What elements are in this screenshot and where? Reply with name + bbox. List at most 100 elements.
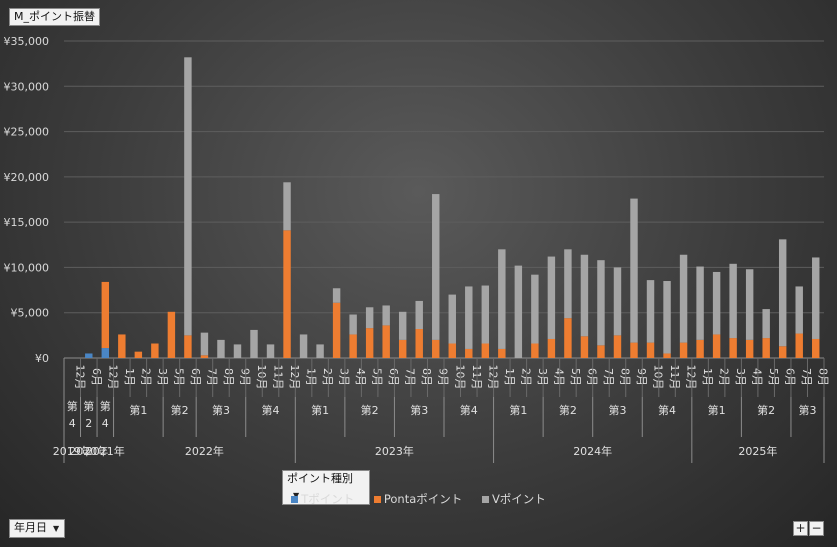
y-tick-label: ¥15,000	[4, 216, 50, 229]
bar-ponta	[679, 342, 688, 358]
bar-ponta	[415, 329, 423, 358]
legend-label-v: Vポイント	[491, 492, 546, 506]
month-label: 10月	[652, 365, 665, 390]
bar-v	[398, 311, 407, 340]
bar-v	[184, 57, 192, 336]
month-label: 3月	[536, 368, 549, 386]
bar-ponta	[184, 335, 192, 358]
bar-v	[762, 309, 770, 339]
quarter-label: 第2	[171, 403, 189, 417]
bar-ponta	[778, 346, 787, 358]
bar-v	[564, 249, 572, 319]
year-label: 2022年	[185, 444, 224, 458]
bar-ponta	[795, 333, 803, 358]
month-label: 6月	[387, 368, 400, 386]
bar-v	[382, 305, 390, 326]
month-label: 1月	[305, 368, 318, 386]
bar-ponta	[283, 230, 291, 358]
bar-ponta	[745, 339, 754, 358]
bar-v	[531, 274, 539, 344]
y-tick-label: ¥30,000	[4, 80, 50, 93]
month-label: 6月	[90, 368, 103, 386]
bar-ponta	[812, 338, 820, 358]
quarter-label: 第3	[212, 403, 230, 417]
month-label: 9月	[238, 368, 251, 386]
year-label: 2025年	[738, 444, 777, 458]
month-label: 6月	[585, 368, 598, 386]
bar-ponta	[332, 302, 341, 358]
quarter-label: 第3	[410, 403, 428, 417]
bar-v	[696, 266, 704, 340]
quarter-label: 第3	[608, 403, 626, 417]
bar-ponta	[448, 343, 456, 358]
bar-v	[448, 294, 456, 344]
bar-ponta	[729, 338, 737, 358]
month-label: 5月	[569, 368, 582, 386]
quarter-label: 第2	[559, 403, 577, 417]
row-field-button[interactable]: 年月日 ▼	[9, 519, 65, 538]
month-label: 9月	[437, 368, 450, 386]
quarter-label: 第2	[361, 403, 379, 417]
bar-v	[580, 254, 589, 337]
minus-icon: −	[811, 521, 822, 535]
bar-ponta	[118, 334, 126, 358]
quarter-label: 第3	[798, 403, 816, 417]
legend-item-t: Tポイント	[291, 491, 354, 507]
bar-ponta	[547, 338, 556, 358]
quarter-label: 第	[83, 399, 94, 413]
month-label: 3月	[338, 368, 351, 386]
bar-ponta	[646, 342, 655, 358]
quarter-label: 第1	[129, 403, 147, 417]
bar-v	[283, 182, 291, 231]
bar-ponta	[465, 348, 473, 358]
y-tick-label: ¥0	[35, 352, 49, 365]
month-label: 1月	[123, 368, 136, 386]
legend: Tポイント Pontaポイント Vポイント	[0, 491, 837, 507]
quarter-label: 第4	[658, 403, 676, 417]
bar-v	[663, 281, 671, 354]
bar-ponta	[630, 342, 638, 358]
month-label: 12月	[486, 365, 499, 390]
bar-v	[812, 257, 820, 339]
year-label: 2023年	[375, 444, 414, 458]
y-tick-label: ¥25,000	[4, 126, 50, 139]
month-label: 2月	[519, 368, 532, 386]
bar-ponta	[531, 343, 539, 358]
bar-v	[613, 267, 622, 336]
month-label: 7月	[404, 368, 417, 386]
bar-v	[679, 254, 688, 343]
bar-ponta	[696, 339, 704, 358]
quarter-label: 第	[100, 399, 111, 413]
month-label: 8月	[222, 368, 235, 386]
bar-v	[299, 334, 308, 358]
quarter-label: 第1	[311, 403, 329, 417]
month-label: 2月	[139, 368, 152, 386]
collapse-button[interactable]: −	[809, 521, 824, 536]
quarter-label: 2	[85, 417, 92, 430]
bar-v	[778, 239, 787, 347]
y-axis-labels: ¥0 ¥5,000 ¥10,000 ¥15,000 ¥20,000 ¥25,000 ¥30,…	[4, 35, 50, 365]
month-label: 10月	[453, 365, 466, 390]
month-label: 4月	[552, 368, 565, 386]
year-label: 2021年	[86, 444, 125, 458]
month-label: 7月	[602, 368, 615, 386]
bar-v	[349, 314, 357, 335]
bar-v	[597, 260, 605, 346]
month-label: 8月	[817, 368, 830, 386]
year-label: 2019年	[53, 444, 92, 458]
dropdown-arrow-icon: ▼	[53, 524, 60, 533]
bar-v	[233, 344, 242, 358]
month-label: 1月	[503, 368, 516, 386]
month-label: 6月	[189, 368, 202, 386]
month-label: 5月	[371, 368, 384, 386]
legend-item-v: Vポイント	[481, 491, 546, 507]
bar-ponta	[712, 334, 721, 358]
month-label: 5月	[767, 368, 780, 386]
month-label: 4月	[751, 368, 764, 386]
bar-v	[547, 256, 556, 339]
expand-button[interactable]: +	[793, 521, 808, 536]
y-tick-label: ¥10,000	[4, 261, 50, 274]
chart-title-button[interactable]: M_ポイント振替	[9, 8, 100, 26]
month-label: 12月	[288, 365, 301, 390]
